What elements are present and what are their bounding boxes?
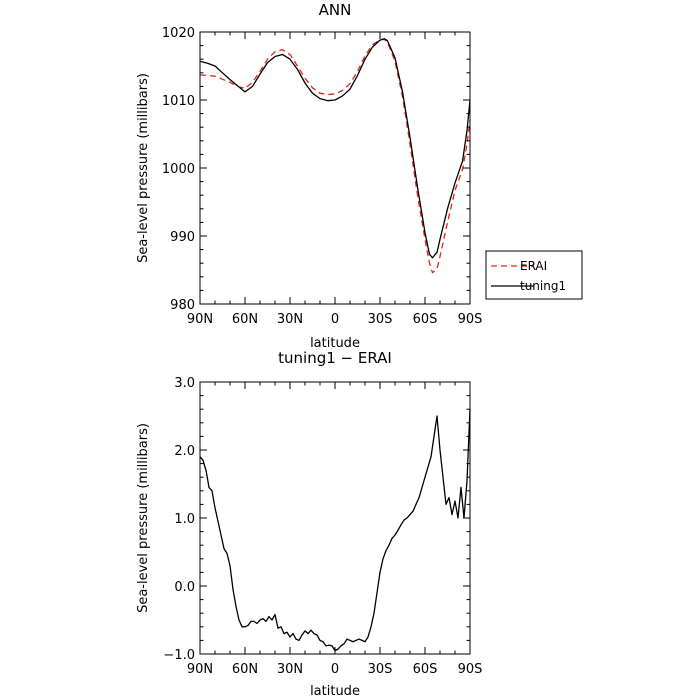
bottom-plot-area: 90N 60N 30N 0 30S 60S 90S −1.0 0.0 1.0 2.0 3.0 (163, 376, 482, 677)
top-y-tick-label: 1020 (162, 26, 195, 41)
bottom-y-axis-label: Sea-level pressure (millibars) (136, 423, 151, 613)
bottom-x-tick-label: 30S (368, 662, 393, 677)
top-series-line-erai (199, 38, 471, 274)
bottom-x-tick-label: 60N (232, 662, 258, 677)
legend-label-tuning1: tuning1 (520, 279, 566, 293)
legend: ERAI tuning1 (485, 250, 583, 300)
legend-box (485, 250, 583, 300)
top-series-line-tuning1 (199, 38, 471, 259)
top-y-tick-label: 1000 (162, 162, 195, 177)
bottom-panel: tuning1 − ERAI 90N 60N 30N 0 30S 60S 90S −1.0 0.… (136, 349, 482, 699)
bottom-x-tick-label: 90N (187, 662, 213, 677)
top-x-tick-label: 60S (413, 312, 438, 327)
bottom-x-tick-label: 90S (458, 662, 483, 677)
top-plot-area: 90N 60N 30N 0 30S 60S 90S 980 990 1000 1010 1020 (162, 26, 482, 327)
bottom-x-tick-label: 60S (413, 662, 438, 677)
legend-label-erai: ERAI (520, 259, 547, 273)
bottom-y-tick-label: 1.0 (174, 512, 195, 527)
top-x-tick-label: 90N (187, 312, 213, 327)
top-x-axis-label: latitude (310, 336, 360, 351)
bottom-series-line-0 (199, 409, 471, 652)
bottom-y-tick-label: −1.0 (163, 648, 195, 663)
top-x-tick-label: 90S (458, 312, 483, 327)
top-x-tick-label: 30S (368, 312, 393, 327)
bottom-x-axis-label: latitude (310, 684, 360, 699)
top-x-tick-label: 30N (277, 312, 303, 327)
top-y-tick-label: 980 (170, 298, 195, 313)
bottom-plot-frame (199, 381, 471, 655)
top-y-tick-label: 1010 (162, 94, 195, 109)
top-panel-title: ANN (319, 1, 352, 19)
bottom-y-tick-label: 2.0 (174, 444, 195, 459)
bottom-x-tick-label: 0 (331, 662, 339, 677)
top-panel: ANN 90N 60N 30N 0 30S 60S 90S 980 990 1000 1010 102… (136, 1, 583, 351)
top-y-axis-label: Sea-level pressure (millibars) (136, 73, 151, 263)
top-x-tick-label: 0 (331, 312, 339, 327)
bottom-y-tick-label: 3.0 (174, 376, 195, 391)
top-x-tick-label: 60N (232, 312, 258, 327)
top-y-tick-label: 990 (170, 230, 195, 245)
bottom-y-tick-label: 0.0 (174, 580, 195, 595)
bottom-panel-title: tuning1 − ERAI (278, 349, 392, 367)
bottom-x-tick-label: 30N (277, 662, 303, 677)
